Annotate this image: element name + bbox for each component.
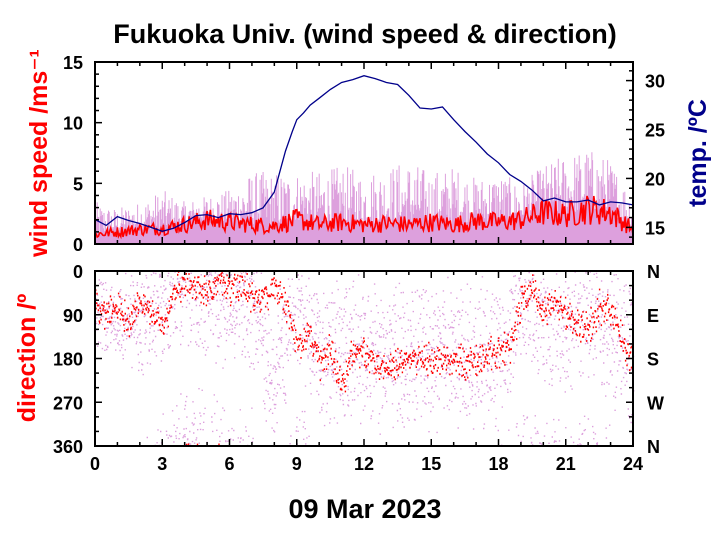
wind-speed-axis-label: wind speed /ms⁻¹ — [25, 49, 53, 258]
temperature-tick-label: 25 — [645, 121, 665, 141]
date-axis-label: 09 Mar 2023 — [288, 494, 441, 524]
wind-speed-panel-axes: 0 5 10 15 15 20 25 30 — [63, 53, 665, 255]
direction-panel-axes: 0 3 6 9 12 15 18 21 24 0 90 180 270 360 N E S W N — [53, 262, 664, 474]
compass-tick-label: S — [647, 350, 659, 370]
direction-tick-label: 90 — [63, 306, 83, 326]
direction-x-tick-label: 21 — [556, 454, 576, 474]
temperature-tick-label: 30 — [645, 72, 665, 92]
direction-mean-points — [95, 270, 634, 446]
compass-tick-label: N — [647, 437, 660, 457]
compass-tick-label: W — [647, 393, 664, 413]
direction-axis-label: direction /º — [13, 294, 41, 423]
direction-tick-label: 180 — [53, 350, 83, 370]
direction-x-tick-label: 6 — [224, 454, 234, 474]
direction-x-tick-label: 18 — [488, 454, 508, 474]
direction-x-tick-label: 9 — [292, 454, 302, 474]
direction-x-tick-label: 0 — [90, 454, 100, 474]
temperature-line — [94, 75, 634, 232]
wind-speed-tick-label: 15 — [63, 53, 83, 73]
direction-x-tick-label: 3 — [157, 454, 167, 474]
direction-tick-label: 270 — [53, 393, 83, 413]
direction-x-tick-label: 24 — [623, 454, 643, 474]
wind-speed-mean-line — [94, 195, 634, 240]
wind-speed-tick-label: 0 — [73, 235, 83, 255]
direction-x-tick-label: 12 — [354, 454, 374, 474]
temperature-tick-label: 15 — [645, 218, 665, 238]
compass-tick-label: N — [647, 262, 660, 282]
temperature-tick-label: 20 — [645, 169, 665, 189]
wind-speed-tick-label: 5 — [73, 174, 83, 194]
direction-tick-label: 0 — [73, 262, 83, 282]
direction-tick-label: 360 — [53, 437, 83, 457]
direction-x-tick-label: 15 — [421, 454, 441, 474]
temperature-axis-label: temp. /ºC — [684, 99, 712, 207]
wind-speed-panel-data — [94, 75, 634, 244]
direction-panel-data — [95, 270, 635, 447]
compass-tick-label: E — [647, 306, 659, 326]
wind-speed-tick-label: 10 — [63, 114, 83, 134]
chart-title: Fukuoka Univ. (wind speed & direction) — [113, 19, 617, 49]
